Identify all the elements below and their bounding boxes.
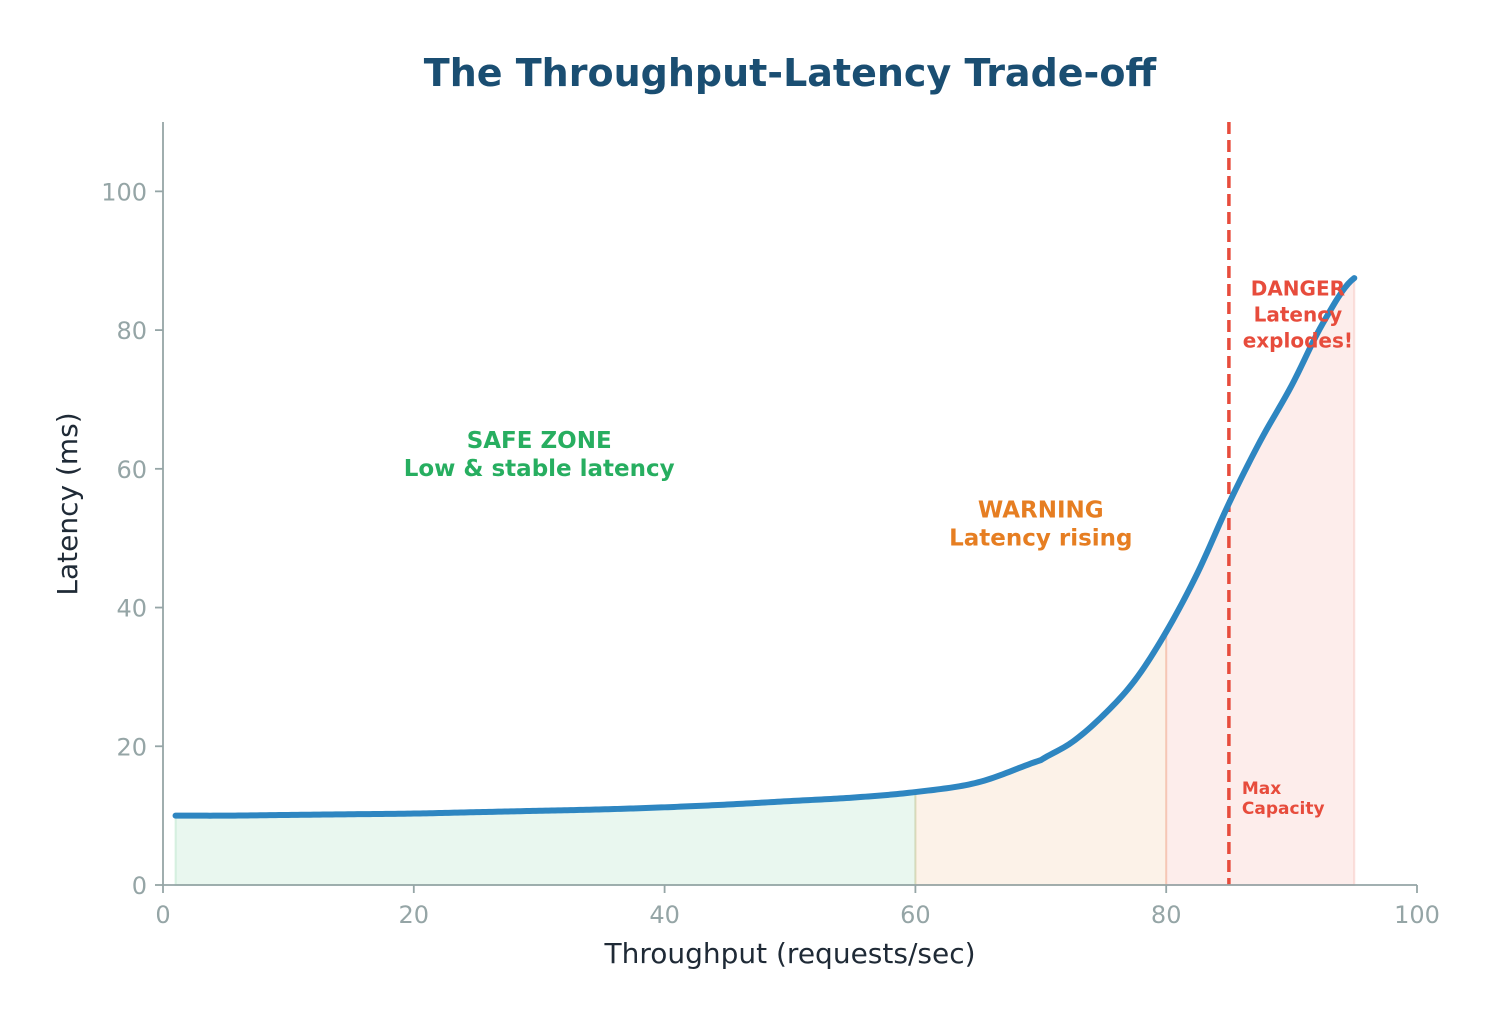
chart-title: The Throughput-Latency Trade-off — [424, 51, 1158, 95]
zone-label-2: DANGER — [1251, 276, 1345, 300]
y-tick-label: 20 — [116, 733, 147, 761]
zone-label-1: WARNING — [978, 497, 1104, 523]
x-tick-label: 80 — [1151, 901, 1182, 929]
x-tick-label: 60 — [900, 901, 931, 929]
y-tick-label: 60 — [116, 456, 147, 484]
zone-label-0: SAFE ZONE — [467, 428, 612, 454]
x-tick-label: 100 — [1394, 901, 1440, 929]
x-tick-label: 0 — [155, 901, 170, 929]
y-axis-label: Latency (ms) — [51, 412, 84, 595]
x-tick-label: 40 — [649, 901, 680, 929]
y-tick-label: 0 — [132, 872, 147, 900]
x-tick-label: 20 — [399, 901, 430, 929]
max-capacity-label: Capacity — [1242, 799, 1325, 819]
zone-label-0: Low & stable latency — [404, 456, 675, 482]
y-tick-label: 100 — [101, 178, 147, 206]
zone-label-2: Latency — [1254, 302, 1343, 326]
latency-curve — [172, 275, 1358, 819]
y-tick-label: 40 — [116, 595, 147, 623]
zone-label-1: Latency rising — [949, 525, 1132, 551]
max-capacity-label: Max — [1242, 779, 1281, 799]
zone-label-2: explodes! — [1243, 328, 1353, 352]
zone-fill-0 — [174, 790, 917, 886]
y-tick-label: 80 — [116, 317, 147, 345]
x-axis-label: Throughput (requests/sec) — [603, 937, 975, 970]
